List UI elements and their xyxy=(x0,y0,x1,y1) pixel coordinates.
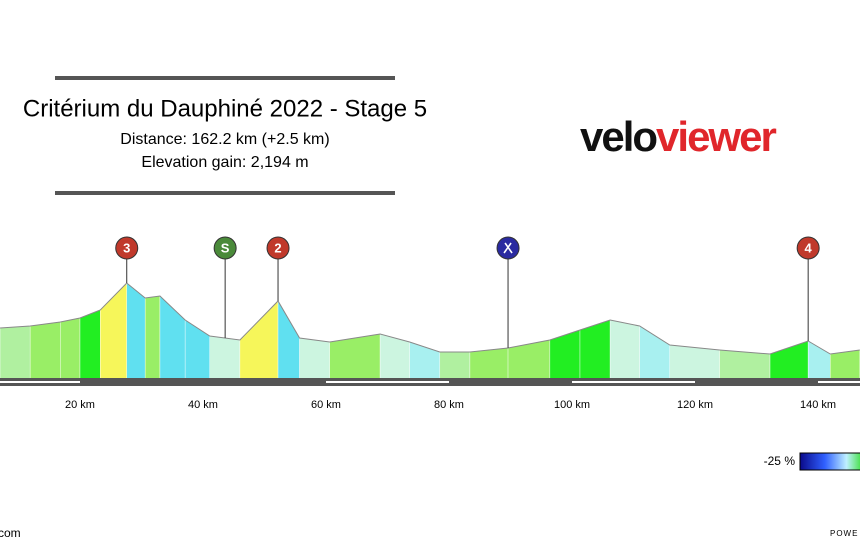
profile-segment xyxy=(830,349,860,381)
profile-segment xyxy=(144,295,161,381)
profile-segment xyxy=(769,340,809,381)
profile-outline xyxy=(0,282,860,355)
title: Critérium du Dauphiné 2022 - Stage 5 xyxy=(23,95,427,122)
profile-segment xyxy=(669,344,720,381)
profile-segment xyxy=(409,341,440,381)
brand-logo: veloviewer xyxy=(580,113,776,160)
marker-label: 2 xyxy=(274,240,281,255)
profile-segment xyxy=(60,317,81,381)
brand-part: velo xyxy=(580,113,657,160)
profile-segment xyxy=(239,300,279,381)
profile-segment xyxy=(209,335,241,381)
subtitle: Elevation gain: 2,194 m xyxy=(141,154,308,171)
marker-badge xyxy=(266,236,290,260)
profile-segment xyxy=(609,319,640,381)
x-tick-label: 60 km xyxy=(311,399,341,411)
x-tick-label: 100 km xyxy=(554,399,590,411)
profile-segment xyxy=(469,347,509,381)
profile-segment xyxy=(507,339,551,381)
axis-stripe xyxy=(326,381,449,383)
legend-label: -25 % xyxy=(764,454,796,468)
profile-segment xyxy=(549,329,581,381)
footer: POWE xyxy=(830,529,858,538)
profile-segment xyxy=(0,325,31,381)
subtitle: Distance: 162.2 km (+2.5 km) xyxy=(120,131,329,148)
marker-label: S xyxy=(221,240,230,255)
profile-segment xyxy=(807,340,831,381)
profile-segment xyxy=(719,349,771,381)
profile-segment xyxy=(184,319,210,381)
marker-label: 4 xyxy=(805,240,813,255)
marker-badge xyxy=(796,236,820,260)
profile-segment xyxy=(299,337,330,381)
brand-part: viewer xyxy=(656,113,776,160)
feed-icon xyxy=(503,242,513,254)
x-tick-label: 120 km xyxy=(677,399,713,411)
marker-label: 3 xyxy=(123,240,130,255)
profile-segment xyxy=(126,282,146,381)
profile-segment xyxy=(277,300,300,381)
axis-stripe xyxy=(572,381,695,383)
axis-stripe xyxy=(818,381,860,383)
x-tick-label: 40 km xyxy=(188,399,218,411)
x-tick-label: 20 km xyxy=(65,399,95,411)
profile-segment xyxy=(79,309,101,381)
marker-badge xyxy=(115,236,139,260)
plot: 20 km 40 km 60 km 80 km 100 km 120 km 140 km 3 S… xyxy=(0,236,860,411)
legend-gradient xyxy=(799,452,860,471)
profile-segment xyxy=(100,282,127,381)
x-tick-label: 80 km xyxy=(434,399,464,411)
profile-segment xyxy=(29,321,61,381)
profile-segment xyxy=(439,351,471,381)
profile-segment xyxy=(639,325,670,381)
marker-badge xyxy=(213,236,237,260)
footer: com xyxy=(0,526,21,540)
axis-stripe xyxy=(0,381,80,383)
x-tick-label: 140 km xyxy=(800,399,836,411)
